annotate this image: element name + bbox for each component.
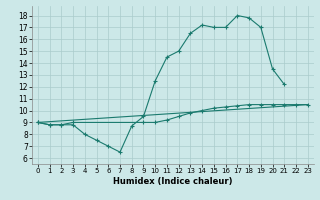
X-axis label: Humidex (Indice chaleur): Humidex (Indice chaleur) [113, 177, 233, 186]
